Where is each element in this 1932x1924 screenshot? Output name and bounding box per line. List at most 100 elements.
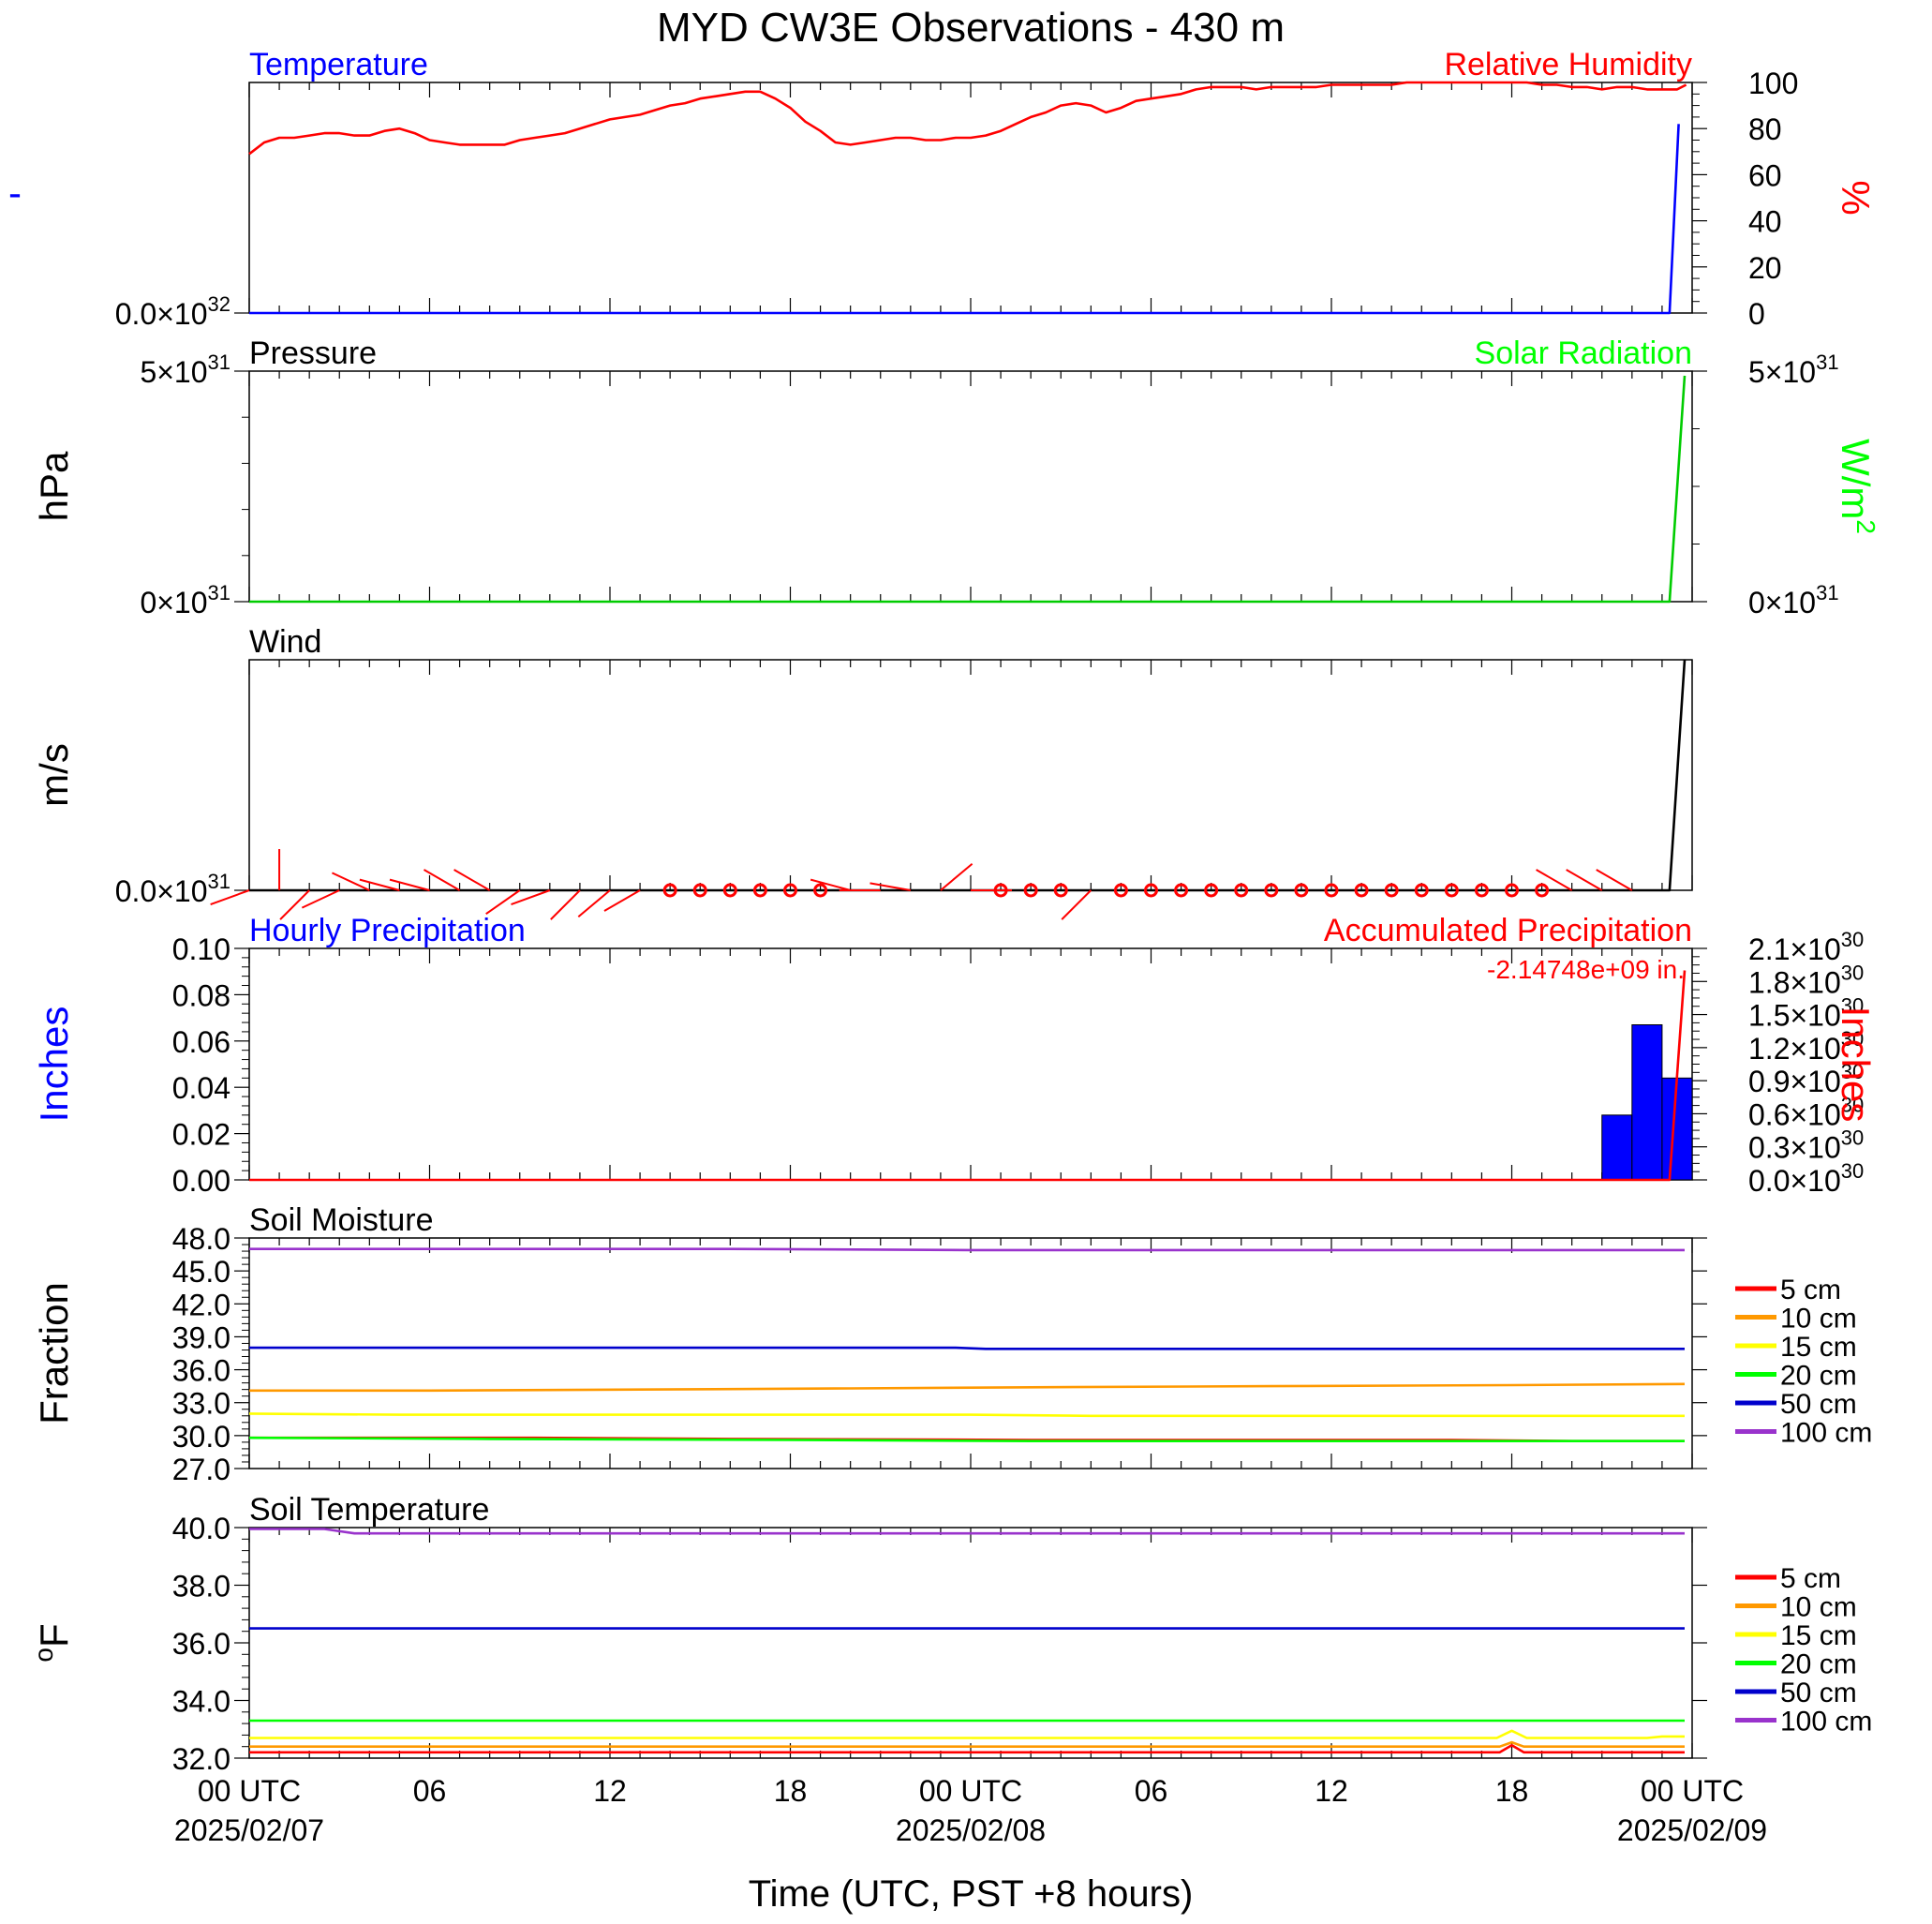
- wind-barb: [279, 889, 310, 920]
- panel-frame: [248, 82, 1693, 314]
- right-tick-label: 0.3×1030: [1748, 1126, 1864, 1165]
- wind-calm-marker: [1023, 883, 1038, 898]
- wind-calm-marker: [722, 883, 737, 898]
- left-tick-label: 45.0: [172, 1255, 230, 1289]
- left-axis-label: oF: [29, 1623, 76, 1662]
- right-tick-label: 5×1031: [1748, 350, 1839, 389]
- wind-calm-marker: [783, 883, 797, 898]
- wind-calm-marker: [1324, 883, 1339, 898]
- wind-calm-marker: [1113, 883, 1128, 898]
- panel-temperature-rh: 0.0×1032 - 0 20 40 60 80 100% Temperature Relativ…: [8, 47, 1878, 331]
- wind-barb: [1596, 869, 1633, 891]
- wind-barb: [869, 882, 912, 891]
- left-tick-label: 0.0×1031: [115, 870, 230, 908]
- left-axis-label: -: [8, 171, 22, 215]
- x-tick-date-label: 2025/02/07: [174, 1813, 324, 1847]
- x-tick-date-label: 2025/02/09: [1617, 1813, 1767, 1847]
- panels: 0.0×1032 - 0 20 40 60 80 100% Temperature Relativ…: [8, 47, 1880, 1847]
- series-line-wind: [249, 659, 1687, 892]
- wind-barb: [603, 889, 641, 912]
- series-line-15-cm: [249, 1729, 1685, 1739]
- legend-label: 100 cm: [1780, 1418, 1872, 1449]
- x-tick-label: 00 UTC: [1641, 1774, 1744, 1808]
- wind-calm-marker: [1294, 883, 1309, 898]
- legend-label: 5 cm: [1780, 1275, 1841, 1305]
- series-line-10-cm: [249, 1382, 1686, 1393]
- left-tick-label: 36.0: [172, 1627, 230, 1661]
- panel-frame: [248, 947, 1693, 1181]
- wind-barb: [810, 878, 851, 891]
- x-tick-label: 18: [1495, 1774, 1529, 1808]
- series-line-15-cm: [248, 1412, 1685, 1418]
- wind-calm-marker: [813, 883, 828, 898]
- x-tick-label: 00 UTC: [198, 1774, 301, 1808]
- legend-label: 5 cm: [1780, 1563, 1841, 1594]
- series-line-50-cm: [249, 1346, 1685, 1350]
- left-tick-label: 40.0: [172, 1512, 230, 1545]
- series-line-100-cm: [249, 1528, 1685, 1535]
- panel-title-left: Soil Temperature: [249, 1492, 489, 1528]
- left-tick-label: 32.0: [172, 1742, 230, 1776]
- wind-calm-marker: [1264, 883, 1279, 898]
- wind-calm-marker: [1234, 883, 1249, 898]
- wind-calm-marker: [752, 883, 767, 898]
- wind-barb: [940, 862, 973, 891]
- wind-barb: [359, 878, 400, 891]
- right-tick-label: 0: [1748, 297, 1765, 331]
- wind-barb: [577, 889, 611, 918]
- left-tick-label: 34.0: [172, 1685, 230, 1719]
- left-tick-label: 0.02: [172, 1118, 230, 1152]
- right-tick-label: 100: [1748, 67, 1798, 100]
- right-tick-label: 1.8×1030: [1748, 961, 1864, 999]
- wind-calm-marker: [1144, 883, 1158, 898]
- precip-annotation: -2.14748e+09 in.: [1487, 955, 1685, 984]
- panel-title-right: Solar Radiation: [1475, 336, 1692, 371]
- wind-calm-marker: [1474, 883, 1489, 898]
- left-tick-label: 33.0: [172, 1387, 230, 1421]
- panel-title-left: Hourly Precipitation: [249, 913, 526, 948]
- panel-title-left: Temperature: [249, 47, 428, 82]
- wind-barb: [1536, 869, 1573, 891]
- right-tick-label: 40: [1748, 205, 1782, 239]
- right-tick-label: 1.2×1030: [1748, 1027, 1864, 1066]
- wind-barb: [453, 869, 491, 891]
- left-tick-label: 0×1031: [140, 581, 230, 619]
- left-tick-label: 30.0: [172, 1420, 230, 1454]
- right-tick-label: 20: [1748, 251, 1782, 285]
- panel-frame: [248, 370, 1693, 603]
- wind-calm-marker: [662, 883, 677, 898]
- panel-title-left: Wind: [249, 624, 321, 660]
- legend-label: 15 cm: [1780, 1332, 1857, 1363]
- panel-frame: [248, 1237, 1693, 1469]
- left-axis-label: Fraction: [32, 1282, 76, 1424]
- wind-calm-marker: [1414, 883, 1429, 898]
- x-tick-label: 06: [413, 1774, 447, 1808]
- x-tick-label: 18: [774, 1774, 808, 1808]
- wind-barb: [423, 869, 461, 891]
- wind-calm-marker: [1053, 883, 1068, 898]
- series-line-solar-radiation: [249, 375, 1687, 604]
- wind-barb: [1061, 889, 1092, 920]
- legend-label: 100 cm: [1780, 1707, 1872, 1738]
- legend-label: 50 cm: [1780, 1678, 1857, 1708]
- panel-title-left: Soil Moisture: [249, 1202, 434, 1238]
- left-tick-label: 38.0: [172, 1570, 230, 1603]
- precip-bar: [1601, 1114, 1633, 1181]
- left-tick-label: 42.0: [172, 1288, 230, 1321]
- legend-label: 50 cm: [1780, 1389, 1857, 1420]
- right-axis-label: Inches: [1834, 1007, 1878, 1123]
- left-tick-label: 36.0: [172, 1354, 230, 1388]
- precip-bar: [1631, 1024, 1663, 1181]
- legend-label: 20 cm: [1780, 1649, 1857, 1680]
- x-tick-date-label: 2025/02/08: [896, 1813, 1046, 1847]
- wind-calm-marker: [1535, 883, 1550, 898]
- wind-calm-marker: [1354, 883, 1369, 898]
- series-line-5-cm: [249, 1743, 1685, 1754]
- series-line-10-cm: [249, 1740, 1685, 1748]
- chart-title: MYD CW3E Observations - 430 m: [657, 5, 1285, 51]
- wind-barb: [511, 889, 551, 905]
- panel-precipitation: 0.000.020.040.060.080.10Inches0.0×10300.…: [32, 913, 1878, 1198]
- wind-barb: [332, 872, 370, 891]
